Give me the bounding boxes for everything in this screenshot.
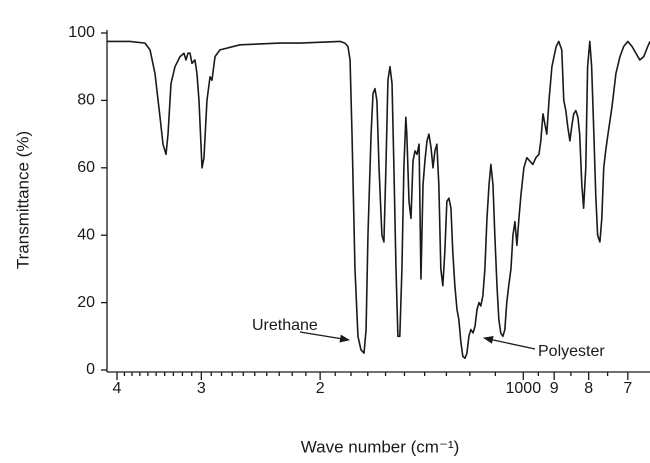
- x-tick-label: 1000: [506, 380, 542, 397]
- annotation-arrow: [483, 335, 536, 350]
- x-tick-label: 4: [113, 380, 122, 397]
- y-tick-label: 100: [68, 24, 95, 41]
- y-tick-label: 80: [77, 92, 95, 109]
- y-tick-label: 40: [77, 226, 95, 243]
- annotation: Polyester: [538, 343, 605, 360]
- x-axis-title: Wave number (cm⁻¹): [301, 437, 460, 456]
- y-tick-label: 20: [77, 294, 95, 311]
- spectrum-line: [107, 40, 650, 359]
- y-tick-label: 0: [86, 361, 95, 378]
- x-tick-label: 9: [550, 380, 559, 397]
- annotation: Urethane: [252, 317, 318, 334]
- x-tick-label: 2: [316, 380, 325, 397]
- x-tick-label: 8: [584, 380, 593, 397]
- y-tick-label: 60: [77, 159, 95, 176]
- x-tick-label: 3: [197, 380, 206, 397]
- annotation-arrow: [299, 331, 350, 343]
- x-tick-label: 7: [623, 380, 632, 397]
- y-axis-title: Transmittance (%): [13, 131, 32, 269]
